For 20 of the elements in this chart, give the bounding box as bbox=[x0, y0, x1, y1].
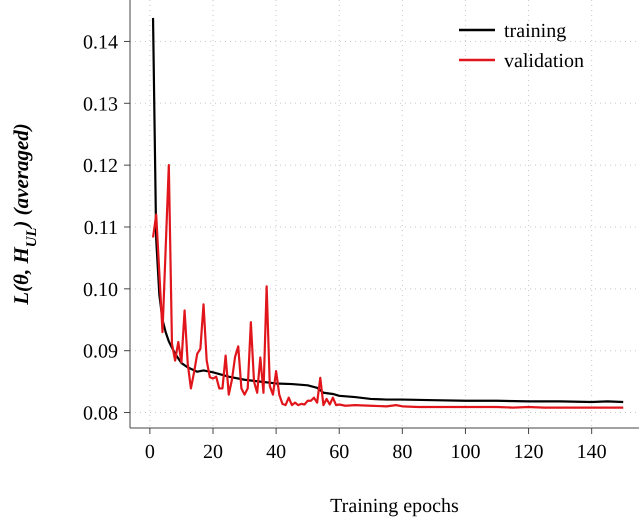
x-tick-label: 140 bbox=[576, 441, 607, 463]
y-tick-label: 0.13 bbox=[83, 93, 118, 116]
x-axis-title: Training epochs bbox=[330, 495, 460, 517]
y-tick-label: 0.12 bbox=[83, 155, 118, 178]
x-tick-label: 40 bbox=[266, 441, 286, 463]
x-tick-label: 60 bbox=[329, 441, 350, 463]
y-tick-label: 0.09 bbox=[83, 340, 118, 363]
x-tick-label: 0 bbox=[144, 441, 155, 463]
y-tick-label: 0.10 bbox=[83, 278, 118, 301]
line-series bbox=[152, 164, 624, 409]
legend-label: validation bbox=[504, 50, 584, 72]
line-series bbox=[152, 16, 624, 404]
y-tick-label: 0.08 bbox=[83, 402, 118, 425]
legend-label: training bbox=[504, 20, 566, 42]
x-tick-label: 20 bbox=[202, 441, 223, 463]
x-tick-label: 120 bbox=[514, 441, 544, 463]
x-tick-label: 100 bbox=[450, 441, 480, 463]
y-tick-label: 0.11 bbox=[84, 216, 118, 239]
x-tick-label: 80 bbox=[392, 441, 412, 463]
y-tick-label: 0.14 bbox=[83, 31, 118, 54]
